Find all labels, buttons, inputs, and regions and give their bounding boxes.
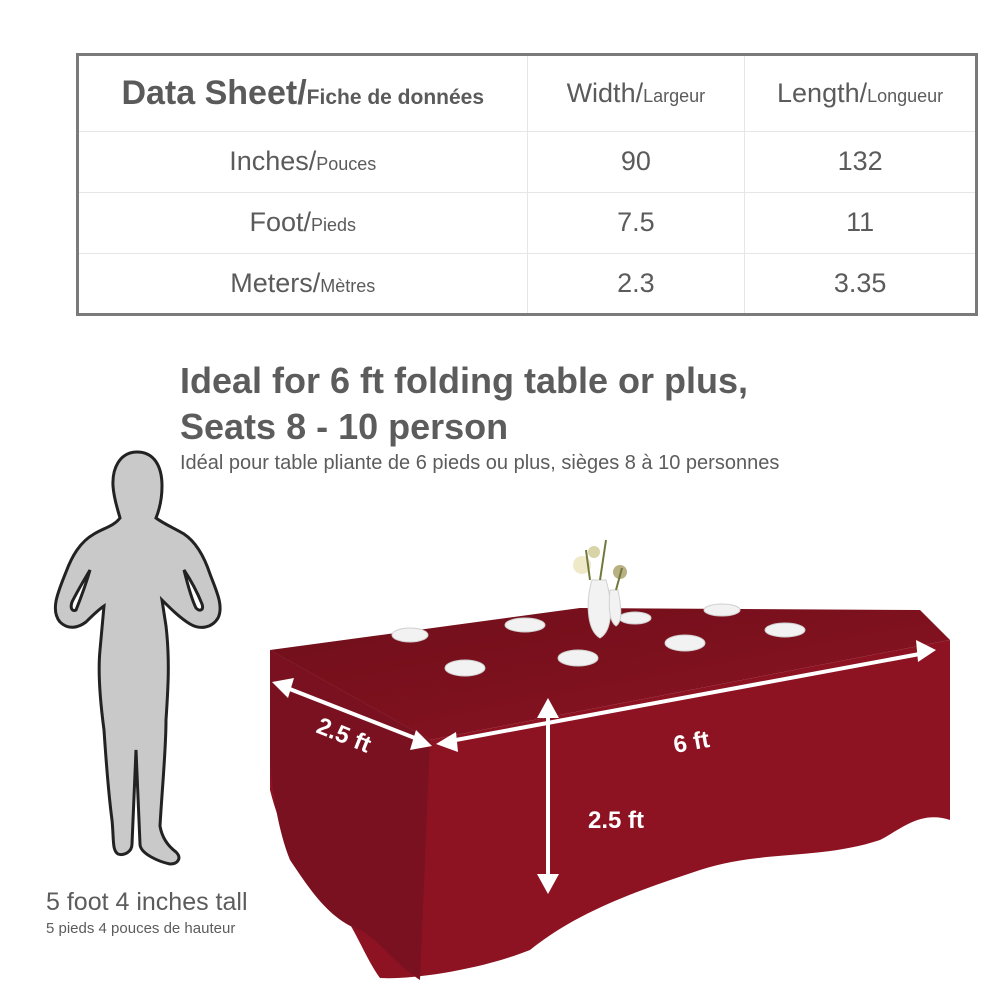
headline: Ideal for 6 ft folding table or plus, Se… <box>180 358 748 450</box>
tablecloth-drape <box>270 640 950 979</box>
cell-length: 11 <box>744 192 975 254</box>
cell-length: 3.35 <box>833 267 887 298</box>
column-header-length: Length/Longueur <box>744 56 975 132</box>
table-header-row: Data Sheet/Fiche de données Width/Largeu… <box>79 56 975 132</box>
tablecloth-side <box>270 650 430 980</box>
height-dimension-label: 2.5 ft <box>588 807 644 834</box>
row-label: Foot/Pieds <box>79 192 528 254</box>
table-row: Meters/Mètres 2.3 3.35 <box>79 253 975 313</box>
row-label: Inches/Pouces <box>79 131 528 193</box>
centerpiece-vase-icon <box>573 539 627 639</box>
person-height-caption-french: 5 pieds 4 pouces de hauteur <box>46 920 236 937</box>
headline-line-1: Ideal for 6 ft folding table or plus, <box>180 360 749 401</box>
data-sheet-title: Data Sheet/Fiche de données <box>79 56 528 132</box>
person-silhouette-icon <box>53 450 222 866</box>
cell-width: 7.5 <box>527 192 746 254</box>
cell-width: 90 <box>527 131 746 193</box>
column-header-width: Width/Largeur <box>527 56 746 132</box>
tablecloth-top <box>270 608 950 740</box>
place-settings <box>391 603 806 677</box>
table-row: Foot/Pieds 7.5 11 <box>79 192 975 254</box>
cell-length: 132 <box>744 131 975 193</box>
length-dimension-label: 6 ft <box>671 726 711 759</box>
headline-french: Idéal pour table pliante de 6 pieds ou p… <box>180 452 780 474</box>
person-height-caption: 5 foot 4 inches tall <box>46 888 248 916</box>
data-sheet-table: Data Sheet/Fiche de données Width/Largeu… <box>76 53 978 316</box>
table-row: Inches/Pouces 90 132 <box>79 131 975 193</box>
dimension-arrows <box>272 640 936 894</box>
silhouette-shape <box>53 450 222 866</box>
table-illustration: 2.5 ft 6 ft 2.5 ft <box>270 539 950 980</box>
row-label: Meters/Mètres <box>79 253 528 313</box>
cell-width: 2.3 <box>527 253 746 313</box>
headline-line-2: Seats 8 - 10 person <box>180 406 509 447</box>
